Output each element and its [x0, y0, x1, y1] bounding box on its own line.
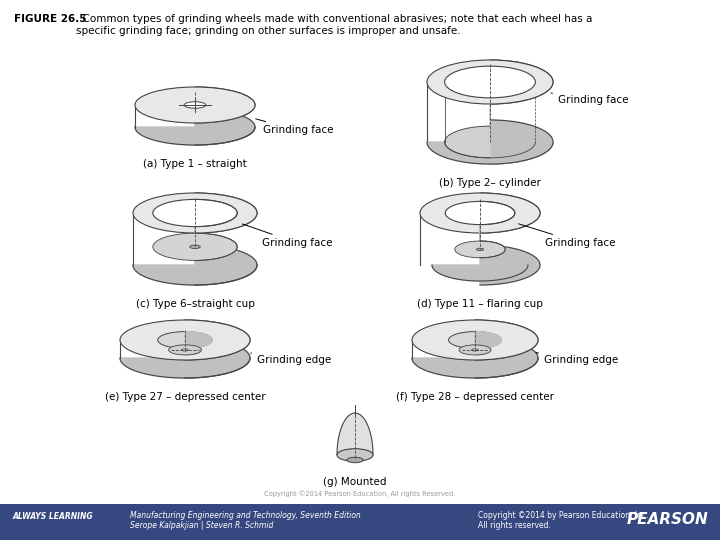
Polygon shape	[480, 193, 540, 285]
Text: (c) Type 6–straight cup: (c) Type 6–straight cup	[135, 299, 254, 309]
Ellipse shape	[168, 345, 202, 355]
Polygon shape	[135, 127, 255, 145]
Polygon shape	[432, 265, 528, 281]
Ellipse shape	[135, 87, 255, 123]
Polygon shape	[480, 201, 515, 258]
Polygon shape	[490, 60, 553, 164]
Text: Grinding edge: Grinding edge	[536, 353, 618, 365]
Ellipse shape	[153, 233, 237, 260]
Ellipse shape	[153, 199, 237, 227]
Ellipse shape	[120, 320, 250, 360]
Ellipse shape	[347, 457, 363, 463]
Ellipse shape	[190, 245, 200, 248]
Polygon shape	[133, 265, 257, 285]
Text: Grinding face: Grinding face	[256, 119, 333, 135]
Text: Grinding face: Grinding face	[242, 224, 333, 248]
Polygon shape	[195, 193, 257, 285]
Polygon shape	[445, 66, 490, 158]
Text: Grinding face: Grinding face	[551, 93, 629, 105]
Ellipse shape	[449, 332, 501, 348]
Text: (g) Mounted: (g) Mounted	[323, 477, 387, 487]
Polygon shape	[412, 358, 538, 378]
Ellipse shape	[158, 332, 212, 348]
Ellipse shape	[181, 349, 189, 351]
Text: Common types of grinding wheels made with conventional abrasives; note that each: Common types of grinding wheels made wit…	[76, 14, 593, 36]
Polygon shape	[195, 87, 255, 145]
Text: Copyright ©2014 by Pearson Education, Inc.
All rights reserved.: Copyright ©2014 by Pearson Education, In…	[478, 511, 649, 530]
Polygon shape	[185, 320, 250, 378]
Polygon shape	[195, 199, 237, 260]
Ellipse shape	[447, 70, 533, 100]
Ellipse shape	[184, 102, 206, 108]
Polygon shape	[120, 358, 250, 378]
Text: (d) Type 11 – flaring cup: (d) Type 11 – flaring cup	[417, 299, 543, 309]
Ellipse shape	[455, 241, 505, 258]
Ellipse shape	[445, 66, 536, 98]
Text: Copyright ©2014 Pearson Education, All rights Reserved.: Copyright ©2014 Pearson Education, All r…	[264, 490, 456, 497]
Text: Grinding face: Grinding face	[518, 224, 616, 248]
Text: Manufacturing Engineering and Technology, Seventh Edition
Serope Kalpakjian | St: Manufacturing Engineering and Technology…	[130, 511, 361, 530]
Polygon shape	[427, 142, 553, 164]
Polygon shape	[475, 320, 538, 378]
Text: (b) Type 2– cylinder: (b) Type 2– cylinder	[439, 178, 541, 188]
Ellipse shape	[420, 193, 540, 233]
Text: Grinding edge: Grinding edge	[251, 353, 331, 365]
Text: (a) Type 1 – straight: (a) Type 1 – straight	[143, 159, 247, 169]
Polygon shape	[337, 413, 373, 455]
Text: PEARSON: PEARSON	[626, 512, 708, 527]
Bar	[0, 504, 720, 540]
Text: FIGURE 26.5: FIGURE 26.5	[14, 14, 86, 24]
Text: (f) Type 28 – depressed center: (f) Type 28 – depressed center	[396, 392, 554, 402]
Ellipse shape	[445, 201, 515, 225]
Text: ALWAYS LEARNING: ALWAYS LEARNING	[12, 512, 93, 521]
Ellipse shape	[472, 349, 478, 351]
Ellipse shape	[337, 449, 373, 461]
Text: (e) Type 27 – depressed center: (e) Type 27 – depressed center	[104, 392, 265, 402]
Polygon shape	[475, 332, 501, 355]
Polygon shape	[185, 332, 212, 355]
Ellipse shape	[427, 60, 553, 104]
Ellipse shape	[412, 320, 538, 360]
Ellipse shape	[133, 193, 257, 233]
Ellipse shape	[459, 345, 491, 355]
Ellipse shape	[477, 248, 484, 251]
